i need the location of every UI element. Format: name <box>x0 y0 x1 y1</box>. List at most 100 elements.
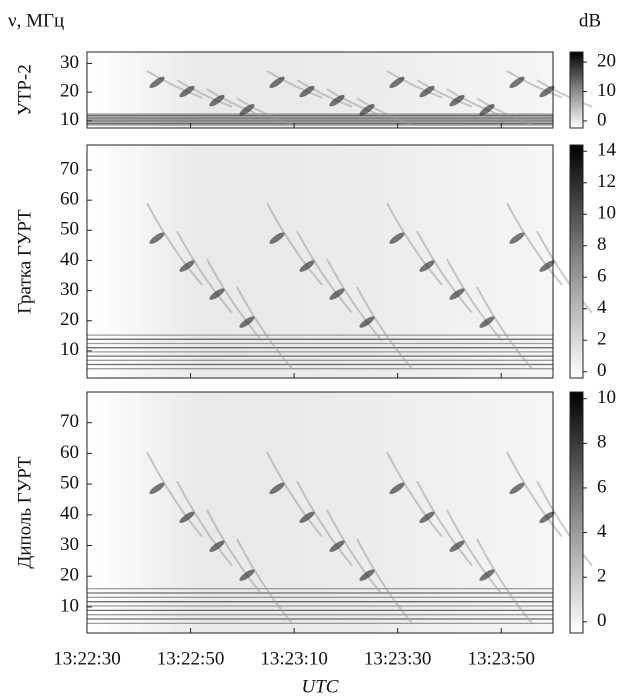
x-axis-label: UTC <box>302 676 339 697</box>
panel-label: Диполь ГУРТ <box>14 456 35 569</box>
streak <box>386 451 443 538</box>
streak <box>176 480 233 567</box>
colorbar-tick-label: 0 <box>597 109 607 130</box>
burst <box>149 482 165 495</box>
y-tick-label: 70 <box>60 158 79 179</box>
burst <box>479 316 495 328</box>
x-tick-label: 13:22:50 <box>157 648 225 669</box>
y-tick-label: 30 <box>60 534 79 555</box>
burst <box>449 94 465 107</box>
streak <box>146 70 203 99</box>
colorbar-tick-label: 0 <box>597 360 607 381</box>
burst <box>389 232 405 244</box>
colorbar-tick-label: 10 <box>597 80 616 101</box>
colorbar-tick-label: 0 <box>597 610 607 631</box>
burst <box>359 104 375 116</box>
x-tick-label: 13:23:30 <box>364 648 432 669</box>
x-tick-label: 13:23:50 <box>467 648 535 669</box>
streak <box>506 202 563 286</box>
burst <box>269 76 285 89</box>
colorbar-unit: dB <box>579 10 601 31</box>
plot-frame <box>86 391 554 634</box>
burst <box>509 482 525 495</box>
y-tick-label: 60 <box>60 189 79 210</box>
streak <box>446 88 503 117</box>
colorbar-tick-label: 4 <box>597 521 607 542</box>
burst <box>179 511 195 524</box>
burst <box>479 104 495 116</box>
streak <box>326 509 383 596</box>
streak <box>446 509 503 596</box>
y-tick-label: 20 <box>60 81 79 102</box>
burst <box>239 316 255 328</box>
panel-label: Гратка ГУРТ <box>14 209 35 314</box>
colorbar-tick-label: 8 <box>597 234 607 255</box>
y-tick-label: 30 <box>60 52 79 73</box>
burst <box>389 76 405 89</box>
burst <box>449 288 465 300</box>
y-tick-label: 40 <box>60 249 79 270</box>
burst <box>269 232 285 244</box>
streak <box>206 88 263 117</box>
y-tick-label: 50 <box>60 219 79 240</box>
y-tick-label: 10 <box>60 339 79 360</box>
burst <box>389 482 405 495</box>
streak <box>416 480 473 567</box>
streak <box>416 230 473 314</box>
burst <box>359 569 375 581</box>
burst <box>509 76 525 89</box>
plot-frame <box>86 144 554 379</box>
colorbar-tick-label: 8 <box>597 432 607 453</box>
burst <box>179 85 195 98</box>
streak <box>536 480 593 567</box>
burst <box>419 511 435 524</box>
streak <box>236 286 293 370</box>
burst <box>149 232 165 244</box>
y-tick-label: 70 <box>60 411 79 432</box>
streak <box>356 538 413 624</box>
burst <box>539 85 555 98</box>
streak <box>146 451 203 538</box>
streak <box>206 509 263 596</box>
burst <box>539 511 555 524</box>
streak <box>506 70 563 99</box>
burst <box>329 94 345 107</box>
streak <box>416 79 473 108</box>
streak <box>236 538 293 624</box>
streak <box>266 451 323 538</box>
y-unit-label: ν, МГц <box>8 10 64 31</box>
streak <box>476 538 533 624</box>
streak <box>266 70 323 99</box>
streak <box>176 230 233 314</box>
streak <box>536 230 593 314</box>
x-tick-label: 13:22:30 <box>53 648 121 669</box>
burst <box>539 260 555 272</box>
streak <box>356 286 413 370</box>
y-tick-label: 10 <box>60 595 79 616</box>
streak <box>326 88 383 117</box>
burst <box>269 482 285 495</box>
burst <box>299 85 315 98</box>
y-tick-label: 30 <box>60 279 79 300</box>
x-tick-label: 13:23:10 <box>260 648 328 669</box>
colorbar-tick-label: 2 <box>597 329 607 350</box>
colorbar-tick-label: 6 <box>597 476 607 497</box>
burst <box>239 104 255 116</box>
y-tick-label: 20 <box>60 565 79 586</box>
streak <box>386 202 443 286</box>
streak <box>536 79 593 108</box>
burst <box>509 232 525 244</box>
burst <box>299 260 315 272</box>
colorbar-tick-label: 6 <box>597 266 607 287</box>
y-tick-label: 10 <box>60 109 79 130</box>
colorbar <box>569 144 584 379</box>
y-tick-label: 60 <box>60 442 79 463</box>
streak <box>296 79 353 108</box>
burst <box>209 540 225 552</box>
burst <box>179 260 195 272</box>
burst <box>239 569 255 581</box>
y-tick-label: 40 <box>60 503 79 524</box>
spectrogram-texture <box>87 451 593 625</box>
